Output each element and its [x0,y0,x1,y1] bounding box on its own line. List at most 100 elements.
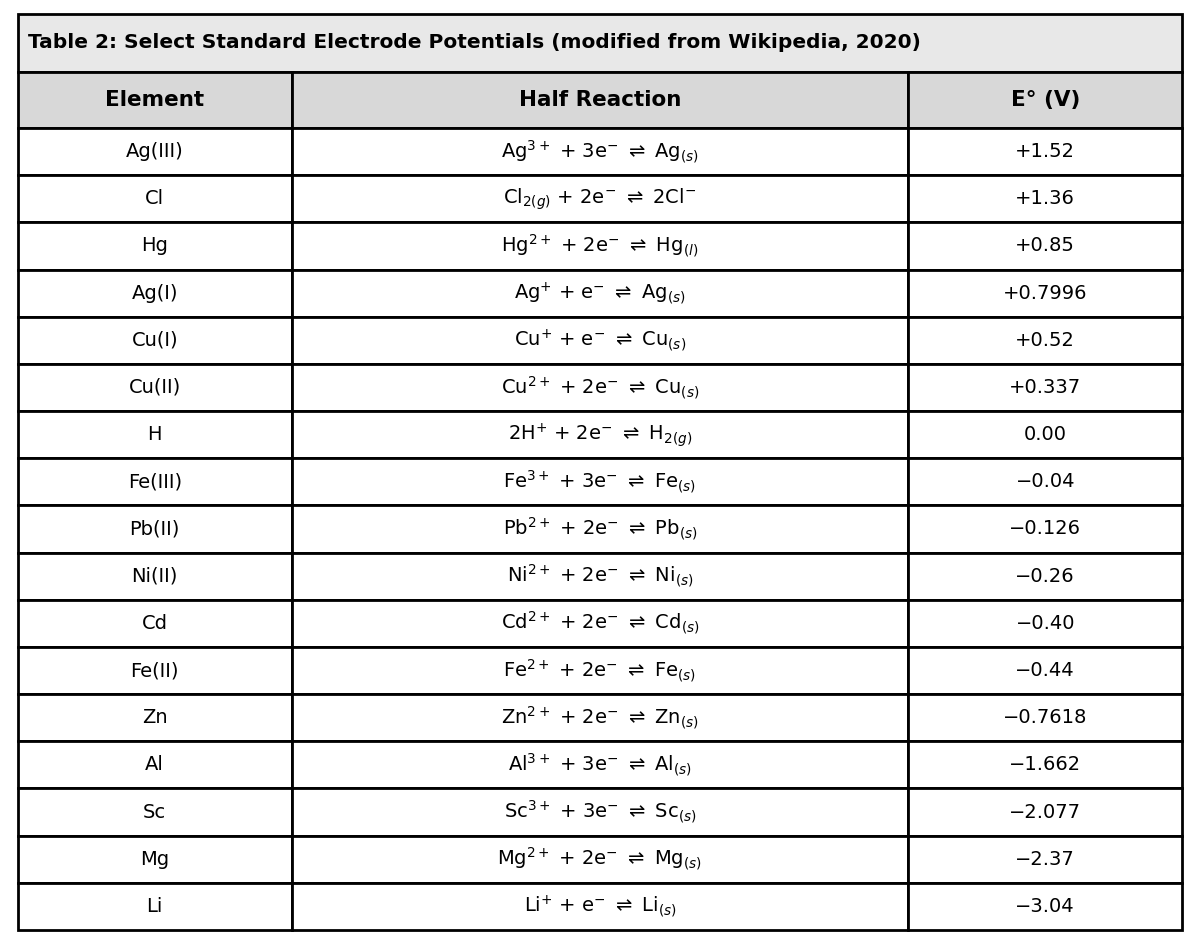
Text: Mg$^{2+}$ + 2e$^{-}$ $\rightleftharpoons$ Mg$_{(s)}$: Mg$^{2+}$ + 2e$^{-}$ $\rightleftharpoons… [498,846,702,872]
Bar [292,552,908,599]
Text: H: H [148,425,162,444]
Text: Li: Li [146,897,163,916]
Text: Cd$^{2+}$ + 2e$^{-}$ $\rightleftharpoons$ Cd$_{(s)}$: Cd$^{2+}$ + 2e$^{-}$ $\rightleftharpoons… [500,611,700,636]
Text: Fe$^{3+}$ + 3e$^{-}$ $\rightleftharpoons$ Fe$_{(s)}$: Fe$^{3+}$ + 3e$^{-}$ $\rightleftharpoons… [504,469,696,495]
Bar [18,647,292,694]
Bar [18,270,292,316]
Bar [18,316,292,363]
Bar [18,835,292,883]
Bar [18,176,292,223]
Bar [18,72,292,128]
Bar [18,788,292,835]
Bar [908,599,1182,647]
Bar [292,72,908,128]
Text: −0.04: −0.04 [1015,472,1075,491]
Bar [292,883,908,930]
Bar [18,128,292,176]
Text: Cl$_{2(g)}$ + 2e$^{-}$ $\rightleftharpoons$ 2Cl$^{-}$: Cl$_{2(g)}$ + 2e$^{-}$ $\rightleftharpoo… [504,186,696,211]
Bar [292,599,908,647]
Text: Ni(II): Ni(II) [132,566,178,585]
Bar [292,694,908,741]
Text: Hg$^{2+}$ + 2e$^{-}$ $\rightleftharpoons$ Hg$_{(l)}$: Hg$^{2+}$ + 2e$^{-}$ $\rightleftharpoons… [502,233,698,259]
Text: Half Reaction: Half Reaction [518,90,682,110]
Bar [18,552,292,599]
Bar [18,363,292,411]
Text: −0.126: −0.126 [1009,519,1081,538]
Bar [908,741,1182,788]
Bar [908,223,1182,270]
Text: Li$^{+}$ + e$^{-}$ $\rightleftharpoons$ Li$_{(s)}$: Li$^{+}$ + e$^{-}$ $\rightleftharpoons$ … [523,894,677,919]
Bar [908,316,1182,363]
Text: −0.26: −0.26 [1015,566,1075,585]
Text: Cd: Cd [142,614,168,632]
Bar [908,505,1182,552]
Bar [292,128,908,176]
Text: −0.44: −0.44 [1015,661,1075,680]
Bar [18,741,292,788]
Bar [908,270,1182,316]
Text: +0.85: +0.85 [1015,236,1075,256]
Bar [908,458,1182,505]
Bar [908,552,1182,599]
Text: Fe(II): Fe(II) [131,661,179,680]
Text: Pb$^{2+}$ + 2e$^{-}$ $\rightleftharpoons$ Pb$_{(s)}$: Pb$^{2+}$ + 2e$^{-}$ $\rightleftharpoons… [503,516,697,542]
Text: Ag(I): Ag(I) [132,283,178,303]
Bar [18,458,292,505]
Text: Cu(I): Cu(I) [132,330,178,350]
Text: Al: Al [145,755,164,774]
Bar [292,741,908,788]
Bar [292,176,908,223]
Bar [292,223,908,270]
Text: +0.7996: +0.7996 [1003,283,1087,303]
Text: Element: Element [106,90,204,110]
Text: −0.40: −0.40 [1015,614,1075,632]
Bar [292,835,908,883]
Text: Fe(III): Fe(III) [127,472,182,491]
Text: Sc: Sc [143,802,167,821]
Text: Fe$^{2+}$ + 2e$^{-}$ $\rightleftharpoons$ Fe$_{(s)}$: Fe$^{2+}$ + 2e$^{-}$ $\rightleftharpoons… [504,657,696,683]
Bar [292,458,908,505]
Text: Cu$^{+}$ + e$^{-}$ $\rightleftharpoons$ Cu$_{(s)}$: Cu$^{+}$ + e$^{-}$ $\rightleftharpoons$ … [514,328,686,353]
Text: Cu$^{2+}$ + 2e$^{-}$ $\rightleftharpoons$ Cu$_{(s)}$: Cu$^{2+}$ + 2e$^{-}$ $\rightleftharpoons… [500,375,700,400]
Bar [292,270,908,316]
Text: −3.04: −3.04 [1015,897,1075,916]
Bar [18,411,292,458]
Text: Hg: Hg [142,236,168,256]
Bar [292,363,908,411]
Bar [908,128,1182,176]
Text: Ag$^{+}$ + e$^{-}$ $\rightleftharpoons$ Ag$_{(s)}$: Ag$^{+}$ + e$^{-}$ $\rightleftharpoons$ … [514,280,686,306]
Text: 2H$^{+}$ + 2e$^{-}$ $\rightleftharpoons$ H$_{2(g)}$: 2H$^{+}$ + 2e$^{-}$ $\rightleftharpoons$… [508,421,692,448]
Bar [908,883,1182,930]
Text: Zn: Zn [142,708,168,727]
Text: +1.52: +1.52 [1015,143,1075,161]
Text: Mg: Mg [140,850,169,868]
Text: −2.077: −2.077 [1009,802,1081,821]
Text: Ag(III): Ag(III) [126,143,184,161]
Text: Ni$^{2+}$ + 2e$^{-}$ $\rightleftharpoons$ Ni$_{(s)}$: Ni$^{2+}$ + 2e$^{-}$ $\rightleftharpoons… [506,564,694,589]
Text: +0.337: +0.337 [1009,378,1081,397]
Text: +0.52: +0.52 [1015,330,1075,350]
Text: E° (V): E° (V) [1010,90,1080,110]
Text: Table 2: Select Standard Electrode Potentials (modified from Wikipedia, 2020): Table 2: Select Standard Electrode Poten… [28,33,920,53]
Bar [908,411,1182,458]
Text: −1.662: −1.662 [1009,755,1081,774]
Bar [292,788,908,835]
Bar [18,694,292,741]
Text: Ag$^{3+}$ + 3e$^{-}$ $\rightleftharpoons$ Ag$_{(s)}$: Ag$^{3+}$ + 3e$^{-}$ $\rightleftharpoons… [500,139,700,164]
Bar [18,505,292,552]
Bar [292,647,908,694]
Text: Pb(II): Pb(II) [130,519,180,538]
Bar [18,14,1182,72]
Text: 0.00: 0.00 [1024,425,1067,444]
Bar [908,363,1182,411]
Bar [292,316,908,363]
Text: −0.7618: −0.7618 [1003,708,1087,727]
Bar [292,411,908,458]
Bar [292,505,908,552]
Text: Zn$^{2+}$ + 2e$^{-}$ $\rightleftharpoons$ Zn$_{(s)}$: Zn$^{2+}$ + 2e$^{-}$ $\rightleftharpoons… [500,704,700,731]
Text: Cl: Cl [145,189,164,209]
Text: Cu(II): Cu(II) [128,378,181,397]
Bar [908,176,1182,223]
Bar [908,835,1182,883]
Bar [18,599,292,647]
